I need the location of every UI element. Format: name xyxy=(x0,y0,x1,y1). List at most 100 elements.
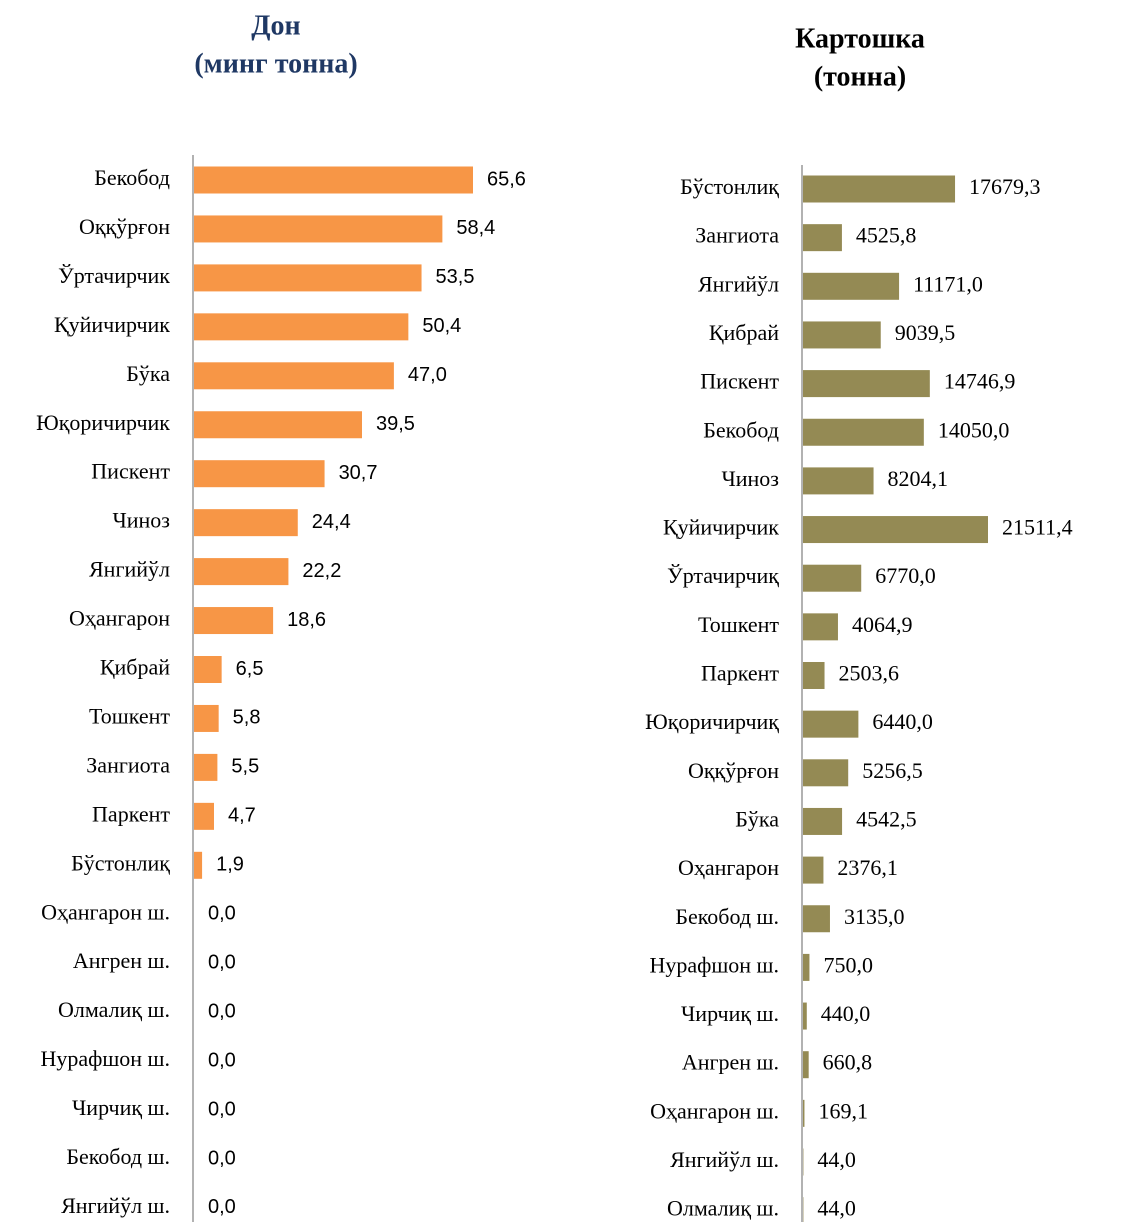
category-label: Чиноз xyxy=(721,466,779,491)
value-label: 39,5 xyxy=(376,413,415,435)
bar xyxy=(803,516,988,543)
bar xyxy=(803,370,930,397)
value-label: 50,4 xyxy=(422,315,461,337)
category-label: Оҳангарон ш. xyxy=(650,1098,779,1123)
bar xyxy=(803,273,899,300)
value-label: 4525,8 xyxy=(856,223,917,248)
category-label: Чирчиқ ш. xyxy=(72,1095,170,1120)
category-label: Қуйичирчик xyxy=(663,515,779,540)
bar xyxy=(194,509,298,536)
value-label: 9039,5 xyxy=(895,320,956,345)
category-label: Зангиота xyxy=(86,752,170,777)
category-label: Олмалиқ ш. xyxy=(58,997,170,1022)
value-label: 2376,1 xyxy=(837,855,898,880)
category-label: Ангрен ш. xyxy=(73,948,170,973)
bar xyxy=(803,176,955,203)
bar xyxy=(194,656,222,683)
category-label: Юқоричирчиқ xyxy=(645,709,779,734)
bar xyxy=(803,224,842,251)
bar xyxy=(803,662,825,689)
value-label: 0,0 xyxy=(208,1000,236,1022)
category-label: Паркент xyxy=(92,801,170,826)
bar xyxy=(194,460,325,487)
value-label: 0,0 xyxy=(208,951,236,973)
value-label: 750,0 xyxy=(823,952,873,977)
bar xyxy=(803,321,881,348)
bar xyxy=(194,362,394,389)
category-label: Қибрай xyxy=(709,320,779,345)
category-label: Бекобод xyxy=(703,417,779,442)
category-label: Нурафшон ш. xyxy=(40,1046,170,1071)
category-label: Янгийўл xyxy=(89,557,170,582)
category-label: Янгийўл ш. xyxy=(61,1193,170,1218)
category-label: Чиноз xyxy=(112,508,170,533)
bar xyxy=(803,1100,804,1127)
value-label: 4064,9 xyxy=(852,612,913,637)
bar xyxy=(194,264,422,291)
value-label: 5,5 xyxy=(231,756,259,778)
value-label: 65,6 xyxy=(487,168,526,190)
value-label: 0,0 xyxy=(208,903,236,925)
category-label: Зангиота xyxy=(695,223,779,248)
page: Дон(минг тонна)Бекобод65,6Оққўрғон58,4Ўр… xyxy=(0,0,1131,1222)
bar xyxy=(194,167,473,194)
category-label: Бўстонлиқ xyxy=(680,174,779,199)
value-label: 4542,5 xyxy=(856,806,917,831)
category-label: Юқоричирчик xyxy=(36,410,170,435)
bar xyxy=(803,759,848,786)
value-label: 21511,4 xyxy=(1002,515,1073,540)
chart-title: (минг тонна) xyxy=(194,48,357,79)
value-label: 4,7 xyxy=(228,805,256,827)
value-label: 22,2 xyxy=(302,560,341,582)
value-label: 58,4 xyxy=(456,217,495,239)
value-label: 169,1 xyxy=(818,1098,868,1123)
bar xyxy=(803,905,830,932)
bar xyxy=(803,857,823,884)
category-label: Нурафшон ш. xyxy=(649,952,779,977)
value-label: 660,8 xyxy=(823,1050,873,1075)
category-label: Оққўрғон xyxy=(688,758,779,783)
bar xyxy=(194,215,442,242)
category-label: Оҳангарон xyxy=(678,855,779,880)
value-label: 0,0 xyxy=(208,1147,236,1169)
bar xyxy=(803,613,838,640)
value-label: 0,0 xyxy=(208,1196,236,1218)
value-label: 47,0 xyxy=(408,364,447,386)
category-label: Бекобод ш. xyxy=(66,1144,170,1169)
value-label: 17679,3 xyxy=(969,174,1041,199)
category-label: Чирчиқ ш. xyxy=(681,1001,779,1026)
value-label: 44,0 xyxy=(817,1196,856,1221)
category-label: Ангрен ш. xyxy=(682,1050,779,1075)
bar xyxy=(803,565,861,592)
category-label: Оққўрғон xyxy=(79,214,170,239)
category-label: Олмалиқ ш. xyxy=(667,1196,779,1221)
chart-title: Картошка xyxy=(795,23,925,54)
bar xyxy=(194,558,288,585)
chart-title: Дон xyxy=(251,10,300,41)
value-label: 44,0 xyxy=(817,1147,856,1172)
value-label: 18,6 xyxy=(287,609,326,631)
bar xyxy=(194,803,214,830)
value-label: 0,0 xyxy=(208,1098,236,1120)
category-label: Паркент xyxy=(701,661,779,686)
value-label: 24,4 xyxy=(312,511,351,533)
bar xyxy=(194,852,202,879)
value-label: 6,5 xyxy=(236,658,264,680)
value-label: 14050,0 xyxy=(938,417,1010,442)
value-label: 6440,0 xyxy=(872,709,933,734)
category-label: Бўстонлиқ xyxy=(71,850,170,875)
value-label: 2503,6 xyxy=(839,661,900,686)
bar xyxy=(803,419,924,446)
category-label: Тошкент xyxy=(698,612,779,637)
category-label: Оҳангарон ш. xyxy=(41,899,170,924)
category-label: Қуйичирчик xyxy=(54,312,170,337)
value-label: 3135,0 xyxy=(844,904,905,929)
category-label: Тошкент xyxy=(89,703,170,728)
value-label: 14746,9 xyxy=(944,369,1016,394)
value-label: 6770,0 xyxy=(875,563,936,588)
chart-title: (тонна) xyxy=(814,61,906,92)
bar xyxy=(194,754,217,781)
bar xyxy=(803,711,858,738)
bar xyxy=(194,607,273,634)
bar xyxy=(194,313,408,340)
